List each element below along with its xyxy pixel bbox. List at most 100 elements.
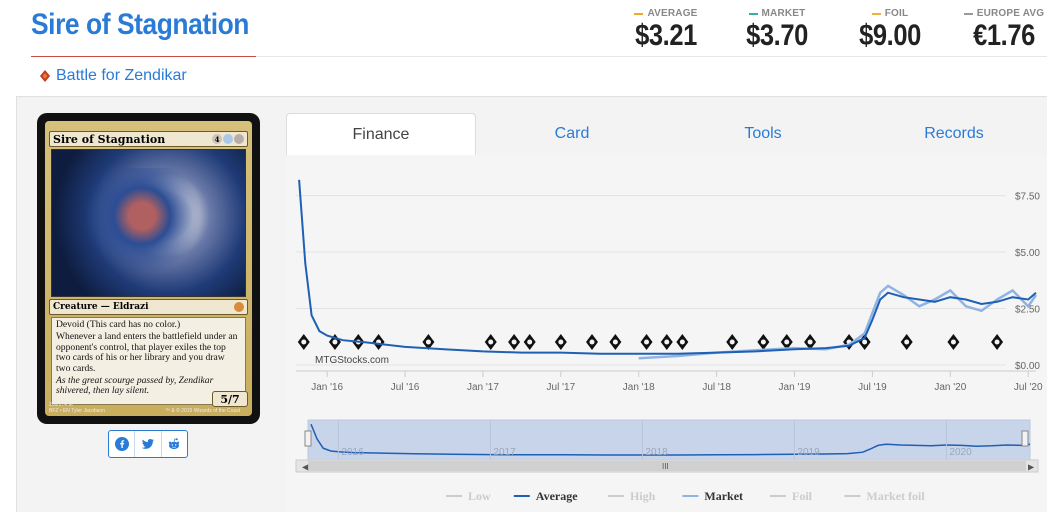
navigator-year-label: 2016 xyxy=(341,447,364,458)
price-europe: EUROPE AVG €1.76 xyxy=(962,8,1046,53)
y-tick-label: $2.50 xyxy=(1015,305,1040,316)
europe-dash-icon xyxy=(963,12,973,15)
set-symbol-icon xyxy=(40,70,50,82)
price-market: MARKET $3.70 xyxy=(735,8,819,53)
card-type-line: Creature — Eldrazi xyxy=(49,299,248,315)
legend-label: High xyxy=(630,489,656,503)
set-release-marker-icon[interactable] xyxy=(422,334,435,350)
price-chart-area: $0.00 $2.50 $5.00 $7.50 Jan '16 Jul '16 Jan '1… xyxy=(286,155,1047,512)
set-release-marker-icon[interactable] xyxy=(508,334,521,350)
set-release-marker-icon[interactable] xyxy=(947,334,960,350)
mana-cost: 4 xyxy=(212,134,244,144)
set-release-marker-icon[interactable] xyxy=(726,334,739,350)
legend-label: Foil xyxy=(792,489,813,503)
navigator-year-label: 2019 xyxy=(797,447,820,458)
x-tick-label: Jan '18 xyxy=(623,382,655,393)
header-divider xyxy=(256,56,1047,57)
legend-item-average[interactable]: Average xyxy=(513,489,578,503)
set-release-marker-icon[interactable] xyxy=(757,334,770,350)
set-name: Battle for Zendikar xyxy=(56,67,187,84)
scroll-left-arrow-icon[interactable]: ◀ xyxy=(302,463,309,472)
legend-label: Average xyxy=(536,489,578,503)
set-release-marker-icon[interactable] xyxy=(900,334,913,350)
facebook-share-button[interactable] xyxy=(109,431,136,457)
navigator-year-label: 2018 xyxy=(645,447,668,458)
set-release-marker-icon[interactable] xyxy=(858,334,871,350)
card-image: Sire of Stagnation 4 Creature — Eldrazi … xyxy=(37,113,260,424)
facebook-icon xyxy=(114,437,129,451)
legend-item-foil[interactable]: Foil xyxy=(770,489,813,503)
tab-bar: Finance Card Tools Records xyxy=(286,113,1047,155)
tab-finance[interactable]: Finance xyxy=(286,113,476,155)
x-tick-label: Jul '16 xyxy=(391,382,420,393)
card-rules-text: Devoid (This card has no color.) Wheneve… xyxy=(51,317,246,405)
reddit-share-button[interactable] xyxy=(162,431,187,457)
card-name-bar: Sire of Stagnation 4 xyxy=(49,131,248,147)
navigator-left-handle[interactable] xyxy=(304,430,312,447)
set-release-marker-icon[interactable] xyxy=(484,334,497,350)
x-tick-label: Jul '19 xyxy=(858,382,887,393)
set-rarity-icon xyxy=(234,302,244,312)
price-average: AVERAGE $3.21 xyxy=(624,8,708,53)
card-art xyxy=(51,149,246,297)
y-tick-label: $7.50 xyxy=(1015,192,1040,203)
x-tick-label: Jul '20 xyxy=(1014,382,1043,393)
legend-label: Market foil xyxy=(866,489,925,503)
legend-label: Low xyxy=(468,489,491,503)
navigator[interactable]: 2016 2017 2018 2019 2020 ◀ ▶ III xyxy=(295,419,1039,473)
navigator-year-label: 2020 xyxy=(949,447,972,458)
title-underline xyxy=(31,56,256,57)
set-release-marker-icon[interactable] xyxy=(676,334,689,350)
set-release-marker-icon[interactable] xyxy=(804,334,817,350)
legend-item-market-foil[interactable]: Market foil xyxy=(844,489,925,503)
y-tick-label: $0.00 xyxy=(1015,361,1040,372)
navigator-year-label: 2017 xyxy=(493,447,516,458)
scrollbar-grip-icon: III xyxy=(662,462,669,471)
card-power-toughness: 5/7 xyxy=(212,391,248,407)
x-tick-label: Jul '17 xyxy=(547,382,576,393)
legend-item-market[interactable]: Market xyxy=(682,489,743,503)
set-release-marker-icon[interactable] xyxy=(780,334,793,350)
legend-item-low[interactable]: Low xyxy=(446,489,491,503)
price-foil: FOIL $9.00 xyxy=(848,8,932,53)
chart-legend: Low Average High Market Foil Market foil xyxy=(446,489,925,503)
navigator-right-handle[interactable] xyxy=(1021,430,1029,447)
legend-label: Market xyxy=(704,489,743,503)
scroll-right-arrow-icon[interactable]: ▶ xyxy=(1028,463,1035,472)
set-release-marker-icon[interactable] xyxy=(609,334,622,350)
price-chart[interactable]: $0.00 $2.50 $5.00 $7.50 Jan '16 Jul '16 Jan '1… xyxy=(286,155,1047,512)
price-average-value: $3.21 xyxy=(635,19,697,52)
tab-tools[interactable]: Tools xyxy=(744,125,782,142)
set-release-marker-icon[interactable] xyxy=(554,334,567,350)
set-release-marker-icon[interactable] xyxy=(586,334,598,350)
scrollbar-thumb[interactable] xyxy=(308,461,1026,471)
reddit-icon xyxy=(169,438,180,450)
set-release-marker-icon[interactable] xyxy=(640,334,653,350)
average-dash-icon xyxy=(634,12,644,15)
twitter-share-button[interactable] xyxy=(135,431,162,457)
set-release-marker-icon[interactable] xyxy=(660,334,673,350)
set-release-marker-icon[interactable] xyxy=(297,334,310,350)
price-market-value: $3.70 xyxy=(746,19,808,52)
twitter-icon xyxy=(141,439,154,449)
legend-item-high[interactable]: High xyxy=(608,489,656,503)
set-release-marker-icon[interactable] xyxy=(372,334,385,350)
mana-black-icon xyxy=(234,134,244,144)
set-release-marker-icon[interactable] xyxy=(523,334,536,350)
x-tick-label: Jan '20 xyxy=(934,382,966,393)
tab-records[interactable]: Records xyxy=(924,125,984,142)
navigator-series-line xyxy=(310,423,1031,456)
price-foil-value: $9.00 xyxy=(859,19,921,52)
foil-dash-icon xyxy=(871,12,881,15)
x-tick-label: Jan '16 xyxy=(311,382,343,393)
eldrazi-art xyxy=(82,168,202,288)
series-line-average[interactable] xyxy=(298,179,1037,355)
mana-blue-icon xyxy=(223,134,233,144)
x-tick-label: Jan '19 xyxy=(779,382,811,393)
x-tick-label: Jan '17 xyxy=(467,382,499,393)
set-release-marker-icon[interactable] xyxy=(991,334,1004,350)
set-link[interactable]: Battle for Zendikar xyxy=(40,67,187,85)
share-buttons xyxy=(108,430,188,458)
tab-card[interactable]: Card xyxy=(554,125,590,142)
y-tick-label: $5.00 xyxy=(1015,248,1040,259)
